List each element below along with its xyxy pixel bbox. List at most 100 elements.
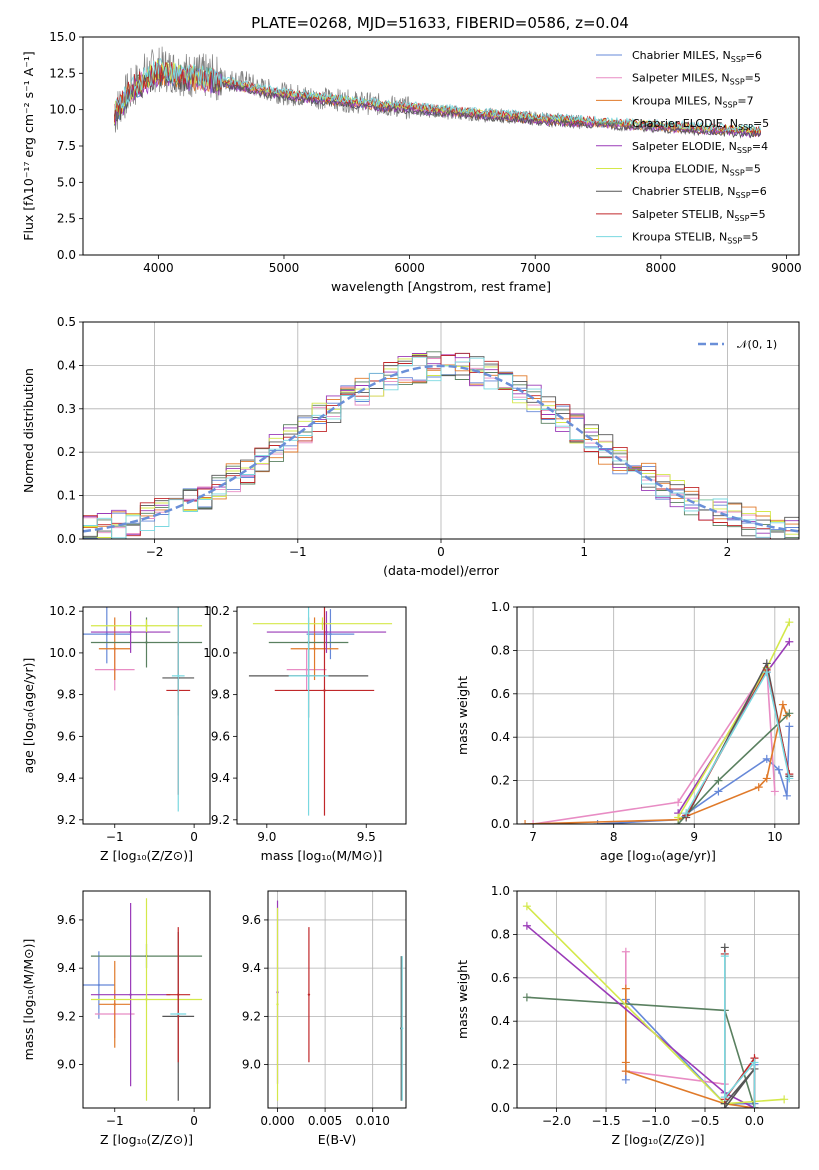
y-tick-label: 9.2 <box>242 1009 261 1023</box>
model-line-7 <box>114 65 761 139</box>
y-tick-label: 9.0 <box>57 1058 76 1072</box>
plus-marker <box>621 1075 630 1084</box>
plus-marker <box>522 902 531 911</box>
plus-marker <box>785 709 794 718</box>
y-tick-label: 10.0 <box>203 646 230 660</box>
legend-text-tail: =5 <box>742 231 758 244</box>
plus-marker <box>785 774 794 783</box>
plus-marker <box>762 774 771 783</box>
y-tick-label: 0.1 <box>57 489 76 503</box>
x-tick-label: 6000 <box>394 261 425 275</box>
y-tick-label: 9.6 <box>57 913 76 927</box>
series-line-9 <box>723 956 756 1108</box>
gaussian-curve <box>83 364 799 533</box>
x-axis-label: age [log₁₀(age/yr)] <box>600 848 716 863</box>
y-tick-label: 10.0 <box>49 103 76 117</box>
legend-text-sub: SSP <box>731 55 746 64</box>
plus-marker <box>750 1104 759 1108</box>
y-tick-label: 9.2 <box>57 1009 76 1023</box>
y-axis-label: Flux [fλ10⁻¹⁷ erg cm⁻² s⁻¹ A⁻¹] <box>21 51 36 240</box>
legend-text-tail: =7 <box>737 94 753 107</box>
plus-marker <box>774 765 783 774</box>
legend-text-sub: SSP <box>722 100 737 109</box>
x-axis-label: wavelength [Angstrom, rest frame] <box>331 279 551 294</box>
x-tick-label: 5000 <box>269 261 300 275</box>
y-tick-label: 9.8 <box>57 688 76 702</box>
plot-area <box>114 46 761 139</box>
plot-area <box>248 607 393 816</box>
plus-marker <box>720 952 729 961</box>
legend-text-main: Kroupa ELODIE, N <box>632 163 730 176</box>
data-point <box>113 647 116 650</box>
x-tick-label: 0 <box>190 830 198 844</box>
x-tick-label: 7 <box>529 830 537 844</box>
legend-entry: Kroupa MILES, NSSP=7 <box>632 94 754 109</box>
panel-massweight-vs-age: 7 8 9 10 0.0 0.2 0.4 0.6 0.8 1.0 age [log₁₀(age/yr… <box>455 600 800 863</box>
legend-text-tail: =6 <box>746 49 762 62</box>
panel-age-vs-Z: −1 0 9.2 9.4 9.6 9.8 10.0 10.2 Z [log₁₀(Z/Z⊙)] ag… <box>21 604 211 863</box>
plus-marker <box>762 668 771 677</box>
y-tick-label: 0.4 <box>491 1014 510 1028</box>
plus-marker <box>720 1093 729 1102</box>
data-point <box>329 632 332 636</box>
y-tick-label: 0.2 <box>491 1058 510 1072</box>
legend-text-sub: SSP <box>736 191 751 200</box>
plus-marker <box>778 700 787 709</box>
y-tick-label: 0.0 <box>57 248 76 262</box>
y-axis-label: mass weight <box>455 960 470 1039</box>
plus-marker <box>621 947 630 956</box>
x-tick-label: 8000 <box>646 261 677 275</box>
x-tick-label: 10 <box>767 830 782 844</box>
y-tick-label: 10.2 <box>203 604 230 618</box>
x-tick-label: 4000 <box>143 261 174 275</box>
x-axis-label: mass [log₁₀(M/M⊙)] <box>261 848 383 863</box>
plus-marker <box>754 783 763 792</box>
legend-entry: Salpeter MILES, NSSP=5 <box>632 72 761 87</box>
series-line-3 <box>624 988 755 1108</box>
panel-mass-vs-EBV: 0.000 0.005 0.010 9.0 9.2 9.4 9.6 E(B-V) <box>242 890 407 1147</box>
x-tick-label: 1 <box>580 545 588 559</box>
y-tick-label: 0.5 <box>57 315 76 329</box>
y-tick-label: 0.4 <box>491 730 510 744</box>
panel-mass-vs-Z: −1 0 9.0 9.2 9.4 9.6 Z [log₁₀(Z/Z⊙)] mass [log₁… <box>21 890 211 1147</box>
y-tick-label: 9.4 <box>211 771 230 785</box>
y-tick-label: 0.8 <box>491 643 510 657</box>
x-tick-label: 7000 <box>520 261 551 275</box>
data-point <box>276 1003 279 1006</box>
data-point <box>145 624 148 627</box>
y-tick-label: 0.6 <box>491 687 510 701</box>
series-line-2 <box>624 951 726 1108</box>
plus-marker <box>714 776 723 785</box>
x-tick-label: −1.0 <box>641 1114 670 1128</box>
legend-text-sub: SSP <box>734 214 749 223</box>
y-tick-label: 0.0 <box>491 1101 510 1115</box>
plus-marker <box>529 820 538 824</box>
plus-marker <box>780 1095 789 1104</box>
legend-text-sub: SSP <box>730 78 745 87</box>
y-tick-label: 9.6 <box>57 729 76 743</box>
plus-marker <box>682 809 691 818</box>
legend-text-sub: SSP <box>737 146 752 155</box>
y-tick-label: 9.4 <box>242 961 261 975</box>
plus-marker <box>674 798 683 807</box>
data-point <box>145 641 148 644</box>
y-tick-label: 2.5 <box>57 212 76 226</box>
axes-frame <box>82 36 800 256</box>
x-tick-label: 9000 <box>771 261 802 275</box>
y-tick-label: 15.0 <box>49 30 76 44</box>
x-tick-label: 8 <box>610 830 618 844</box>
data-point <box>307 674 310 678</box>
legend-text-tail: =5 <box>745 163 761 176</box>
x-tick-label: 9 <box>690 830 698 844</box>
y-tick-label: 9.0 <box>242 1058 261 1072</box>
data-point <box>129 993 132 996</box>
y-tick-label: 0.0 <box>491 817 510 831</box>
series-line-4 <box>526 996 756 1108</box>
legend-text-main: Kroupa MILES, N <box>632 94 722 107</box>
legend-text-main: Salpeter ELODIE, N <box>632 140 737 153</box>
legend-entry: Kroupa STELIB, NSSP=5 <box>632 231 758 246</box>
legend-text-main: Kroupa STELIB, N <box>632 231 727 244</box>
legend-text-sub: SSP <box>730 169 745 178</box>
y-tick-label: 0.4 <box>57 358 76 372</box>
